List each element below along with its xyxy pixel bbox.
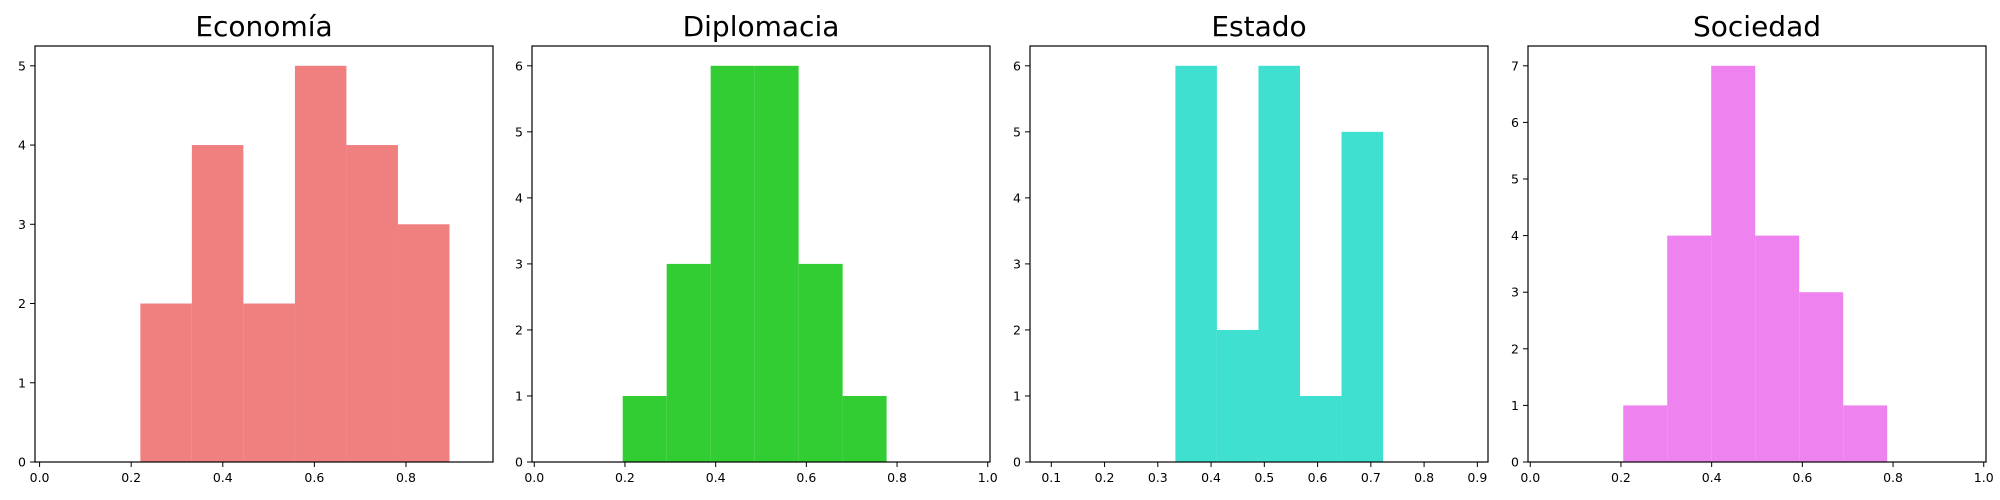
x-tick-label: 0.6 [1792, 470, 1812, 485]
chart-title: Economía [195, 10, 332, 43]
chart-panel-4: Sociedad 0 1 2 3 4 5 6 7 0.0 0.2 0.4 0.6 0.8 1.0 [1511, 10, 1994, 485]
x-tick-label: 0.8 [396, 470, 416, 485]
histogram-bar [397, 224, 450, 462]
chart-panel-3: Estado 0 1 2 3 4 5 6 0.1 0.2 0.3 0.4 0.5 0.6 0.7 0.8 0.9 [1013, 10, 1489, 485]
y-tick-label: 2 [1511, 341, 1519, 356]
y-tick-label: 0 [1511, 455, 1519, 470]
histogram-bar [140, 303, 192, 462]
histogram-bar [1623, 405, 1668, 462]
y-tick-label: 6 [1511, 115, 1519, 130]
histogram-bar [1300, 395, 1342, 462]
x-tick-label: 0.8 [887, 470, 907, 485]
y-tick-label: 1 [1511, 398, 1519, 413]
y-tick-label: 3 [1511, 285, 1519, 300]
histogram-bar [1258, 65, 1301, 463]
histogram-bar [1843, 405, 1888, 462]
x-tick-label: 0.3 [1148, 470, 1168, 485]
y-tick-label: 7 [1511, 58, 1519, 73]
histogram-bar [1711, 65, 1756, 463]
x-tick-label: 0.6 [304, 470, 324, 485]
histogram-bar [1341, 131, 1384, 463]
y-tick-label: 1 [1013, 388, 1021, 403]
y-tick-label: 4 [515, 190, 523, 205]
axes-frame [531, 45, 991, 463]
x-tick-label: 0.1 [1041, 470, 1061, 485]
x-tick-label: 0.5 [1254, 470, 1274, 485]
y-tick-label: 0 [18, 455, 26, 470]
x-tick-label: 0.4 [1702, 470, 1722, 485]
x-tick-label: 0.2 [1095, 470, 1115, 485]
x-tick-label: 0.6 [796, 470, 816, 485]
y-tick-label: 2 [515, 322, 523, 337]
y-tick-label: 2 [1013, 322, 1021, 337]
x-tick-label: 0.4 [213, 470, 233, 485]
x-tick-label: 1.0 [978, 470, 998, 485]
x-tick-label: 0.8 [1414, 470, 1434, 485]
histogram-bar [294, 65, 347, 463]
y-tick-label: 5 [18, 58, 26, 73]
x-tick-label: 0.7 [1361, 470, 1381, 485]
chart-title: Sociedad [1693, 10, 1821, 43]
y-tick-label: 3 [1013, 256, 1021, 271]
histogram-bar [243, 303, 295, 462]
y-tick-label: 0 [515, 455, 523, 470]
y-tick-label: 6 [1013, 58, 1021, 73]
y-tick-label: 3 [18, 217, 26, 232]
x-tick-label: 0.0 [30, 470, 50, 485]
histogram-bar [622, 395, 667, 462]
y-tick-label: 5 [515, 124, 523, 139]
y-tick-label: 0 [1013, 455, 1021, 470]
x-tick-label: 0.6 [1308, 470, 1328, 485]
histogram-bar [842, 395, 887, 462]
y-tick-label: 1 [18, 375, 26, 390]
y-tick-label: 5 [1511, 172, 1519, 187]
x-tick-label: 0.2 [1611, 470, 1631, 485]
y-tick-label: 6 [515, 58, 523, 73]
x-tick-label: 0.2 [121, 470, 141, 485]
chart-panel-2: Diplomacia 0 1 2 3 4 5 6 0.0 0.2 0.4 0.6 0.8 1.0 [515, 10, 998, 485]
histogram-bar [1799, 292, 1844, 462]
y-tick-label: 3 [515, 256, 523, 271]
x-tick-label: 0.2 [615, 470, 635, 485]
histogram-bar [346, 145, 398, 463]
histogram-bar [191, 145, 244, 463]
axes-frame [34, 45, 494, 463]
axes-frame [1029, 45, 1489, 463]
y-tick-label: 2 [18, 296, 26, 311]
x-tick-label: 0.4 [1201, 470, 1221, 485]
histogram-bar [1216, 329, 1259, 462]
x-tick-label: 0.0 [524, 470, 544, 485]
axes-frame [1527, 45, 1987, 463]
histogram-bar [1175, 65, 1217, 463]
y-tick-label: 4 [1511, 228, 1519, 243]
histogram-bar [1755, 235, 1800, 462]
histogram-bar [1667, 235, 1712, 462]
x-tick-label: 1.0 [1974, 470, 1994, 485]
chart-panel-1: Economía 0 1 2 3 4 5 0.0 0.2 0.4 0.6 0.8 [18, 10, 494, 485]
y-tick-label: 5 [1013, 124, 1021, 139]
x-tick-label: 0.9 [1467, 470, 1487, 485]
histogram-bar [798, 263, 843, 462]
y-tick-label: 4 [18, 138, 26, 153]
chart-title: Estado [1211, 10, 1306, 43]
x-tick-label: 0.0 [1520, 470, 1540, 485]
x-tick-label: 0.4 [706, 470, 726, 485]
y-tick-label: 1 [515, 388, 523, 403]
histogram-bar [666, 263, 711, 462]
x-tick-label: 0.8 [1883, 470, 1903, 485]
chart-title: Diplomacia [683, 10, 840, 43]
histogram-bar [754, 65, 799, 463]
histogram-bar [710, 65, 755, 463]
y-tick-label: 4 [1013, 190, 1021, 205]
